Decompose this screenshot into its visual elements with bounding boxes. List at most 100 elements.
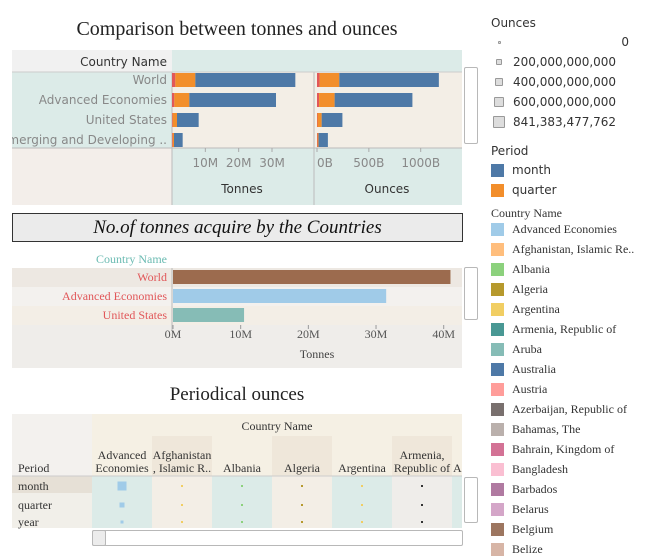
- banner-title: No.of tonnes acquire by the Countries: [12, 213, 463, 242]
- legend-country-label: Belarus: [512, 501, 549, 516]
- legend-country-item[interactable]: Belize: [491, 541, 543, 557]
- row-label: United States: [103, 308, 168, 322]
- legend-country-label: Albania: [512, 261, 550, 276]
- marker: [421, 485, 423, 487]
- column-label: Albania: [223, 461, 262, 475]
- legend-country-item[interactable]: Afghanistan, Islamic Re..: [491, 241, 634, 257]
- row-header-label: Period: [18, 461, 49, 475]
- color-swatch-icon: [491, 542, 504, 556]
- tonnes-bar-quarter: [172, 113, 177, 127]
- col-body: [152, 476, 212, 528]
- ounces-axis-label: Ounces: [365, 182, 410, 196]
- legend-country-item[interactable]: Bahamas, The: [491, 421, 580, 437]
- legend-country-item[interactable]: Algeria: [491, 281, 548, 297]
- legend-country-label: Armenia, Republic of: [512, 321, 617, 336]
- marker: [361, 521, 363, 523]
- color-swatch-icon: [491, 422, 504, 436]
- row-label: quarter: [18, 498, 52, 512]
- legend-country-label: Belgium: [512, 521, 554, 536]
- tonnes-scrollbar[interactable]: [464, 267, 478, 320]
- legend-country-item[interactable]: Bangladesh: [491, 461, 568, 477]
- bar: [173, 308, 245, 322]
- legend-country-item[interactable]: Azerbaijan, Republic of: [491, 401, 627, 417]
- col-body: [212, 476, 272, 528]
- chart-title-periodical: Periodical ounces: [169, 384, 305, 405]
- size-marker-icon: [491, 114, 507, 130]
- legend-country-item[interactable]: Argentina: [491, 301, 560, 317]
- row-highlight: [12, 476, 92, 493]
- legend-country-item[interactable]: Albania: [491, 261, 550, 277]
- legend-period-item[interactable]: month: [491, 162, 551, 178]
- col-header-cell: [152, 436, 212, 476]
- ounces-bar-month: [318, 133, 328, 147]
- legend-country-item[interactable]: Belarus: [491, 501, 549, 517]
- comparison-scrollbar[interactable]: [464, 67, 478, 144]
- legend-country-label: Aruba: [512, 341, 542, 356]
- color-swatch-icon: [491, 222, 504, 236]
- legend-country-item[interactable]: Aruba: [491, 341, 542, 357]
- legend-period-item[interactable]: quarter: [491, 182, 557, 198]
- row-label: year: [18, 515, 39, 529]
- color-swatch-icon: [491, 442, 504, 456]
- periodical-vertical-scrollbar[interactable]: [464, 477, 478, 523]
- col-body: [332, 476, 392, 528]
- column-label: Argentina: [338, 461, 386, 475]
- marker: [361, 485, 363, 487]
- legend-country-label: Austria: [512, 381, 548, 396]
- legend-country-item[interactable]: Bahrain, Kingdom of: [491, 441, 614, 457]
- color-swatch-icon: [491, 183, 504, 197]
- color-swatch-icon: [491, 242, 504, 256]
- legend-country-item[interactable]: Australia: [491, 361, 556, 377]
- header-bg: [12, 250, 462, 268]
- ounces-tick-label: 1000B: [401, 156, 440, 170]
- ounces-tick-label: 0B: [317, 156, 333, 170]
- ounces-tick-label: 500B: [353, 156, 384, 170]
- col-body: [392, 476, 452, 528]
- tonnes-bar-red: [172, 113, 173, 127]
- legend-country-title: Country Name: [491, 206, 562, 220]
- col-header-cell: [212, 436, 272, 476]
- column-label: A: [453, 461, 462, 475]
- legend-country-item[interactable]: Armenia, Republic of: [491, 321, 616, 337]
- periodical-horizontal-scrollbar[interactable]: [92, 530, 463, 546]
- legend-panel: Ounces 0 200,000,000,000 400,000,000,000 60…: [482, 0, 647, 559]
- ounces-bar-red: [317, 133, 318, 147]
- ounces-bar-red: [317, 73, 320, 87]
- marker: [181, 521, 183, 523]
- color-swatch-icon: [491, 362, 504, 376]
- color-swatch-icon: [491, 402, 504, 416]
- color-swatch-icon: [491, 502, 504, 516]
- col-header-cell: [272, 436, 332, 476]
- legend-ounces-label: 0: [621, 35, 629, 49]
- legend-ounces-title: Ounces: [491, 16, 536, 30]
- col-header-cell: [332, 436, 392, 476]
- col-header-cell: [452, 436, 462, 476]
- tonnes-bar-quarter: [174, 93, 190, 107]
- legend-country-label: Bangladesh: [512, 461, 568, 476]
- marker: [361, 504, 363, 506]
- legend-ounces-item: 400,000,000,000: [491, 74, 641, 90]
- tick-label: 0M: [165, 327, 182, 341]
- color-swatch-icon: [491, 342, 504, 356]
- legend-country-item[interactable]: Barbados: [491, 481, 557, 497]
- column-label: Afghanistan: [153, 448, 212, 462]
- ounces-bar-quarter: [317, 133, 319, 147]
- column-label: Republic of: [394, 461, 450, 475]
- bar: [173, 289, 387, 303]
- periodical-scroll-handle[interactable]: [92, 530, 106, 546]
- ounces-bar-month: [334, 93, 413, 107]
- marker: [421, 521, 423, 523]
- col-body: [452, 476, 462, 528]
- legend-country-label: Azerbaijan, Republic of: [512, 401, 627, 416]
- legend-country-item[interactable]: Austria: [491, 381, 547, 397]
- row-label: Advanced Economies: [39, 93, 167, 107]
- marker: [301, 485, 303, 487]
- legend-country-item[interactable]: Advanced Economies: [491, 221, 617, 237]
- tonnes-by-country-chart: Country Name World Advanced Economies Unite…: [12, 250, 462, 368]
- tonnes-bar-red: [172, 133, 173, 147]
- legend-country-item[interactable]: Belgium: [491, 521, 553, 537]
- legend-country-label: Belize: [512, 541, 543, 556]
- row-label: Emerging and Developing ..: [12, 133, 167, 147]
- column-label: Armenia,: [400, 448, 445, 462]
